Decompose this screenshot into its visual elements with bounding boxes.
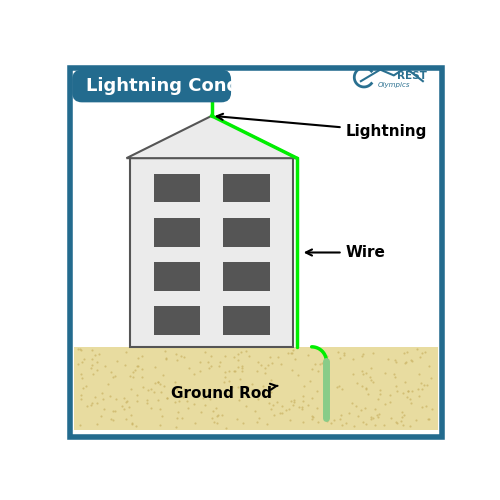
- Text: Olympics: Olympics: [378, 82, 410, 88]
- Bar: [154, 306, 200, 336]
- Text: Wire: Wire: [306, 245, 385, 260]
- Bar: [74, 347, 438, 430]
- Bar: [224, 174, 270, 203]
- Bar: [154, 218, 200, 246]
- Bar: [224, 262, 270, 291]
- Bar: [130, 158, 293, 347]
- Polygon shape: [126, 116, 297, 158]
- Bar: [224, 306, 270, 336]
- Text: Lightning Conductor: Lightning Conductor: [86, 77, 292, 95]
- Text: Ground Rod: Ground Rod: [171, 384, 278, 400]
- Bar: [224, 218, 270, 246]
- Bar: [154, 174, 200, 203]
- Bar: [154, 262, 200, 291]
- Text: Lightning: Lightning: [217, 114, 427, 138]
- FancyBboxPatch shape: [72, 70, 231, 102]
- Text: REST: REST: [396, 71, 426, 81]
